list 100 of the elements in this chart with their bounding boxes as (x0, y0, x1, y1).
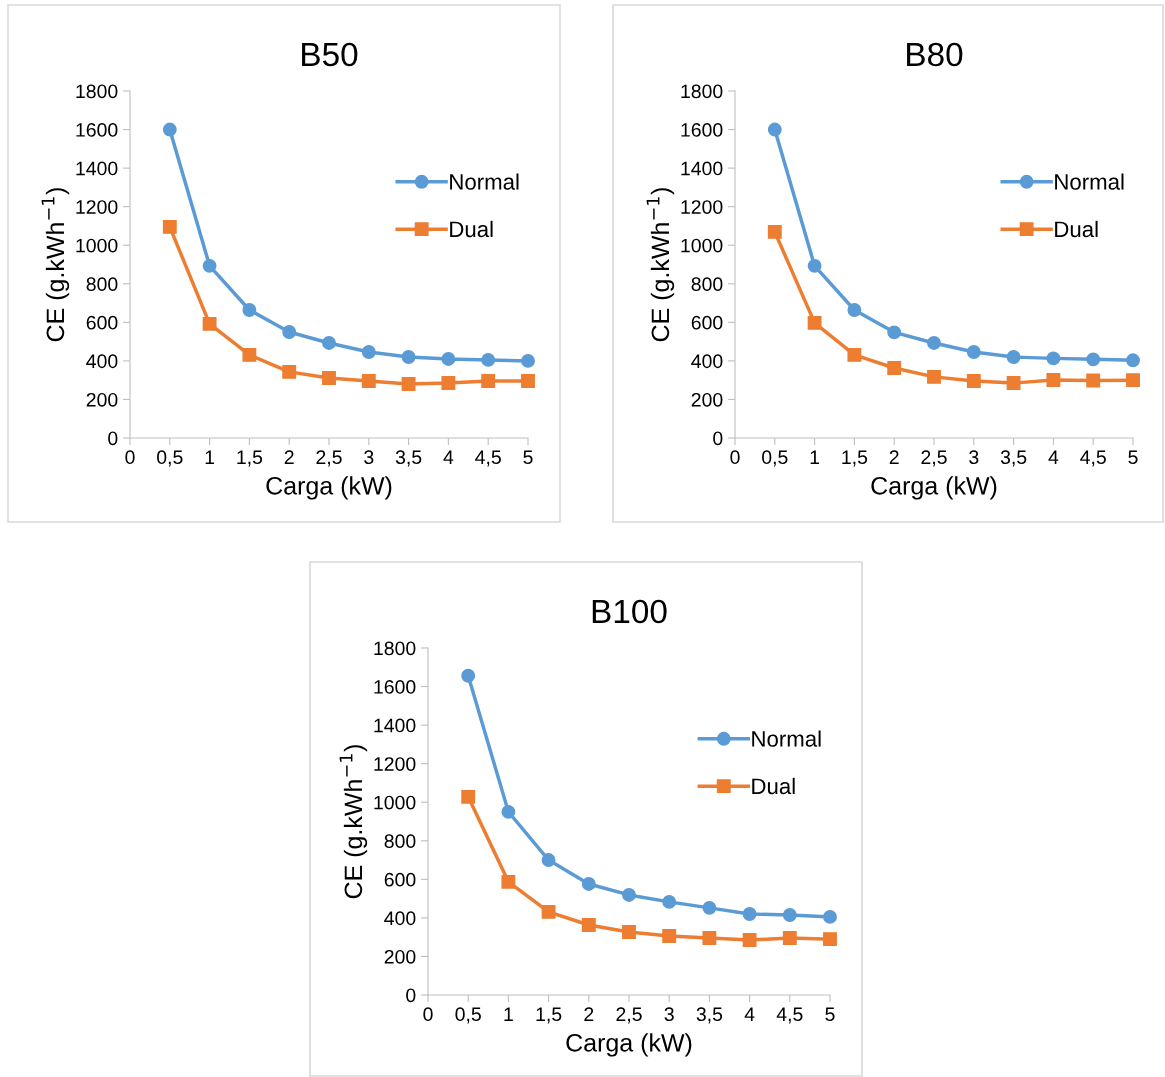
point (847, 347, 862, 362)
point (782, 908, 797, 922)
x-tick-label: 4,5 (1080, 450, 1106, 467)
point (927, 336, 941, 350)
point (541, 853, 556, 868)
point (887, 325, 902, 340)
x-tick-label: 1,5 (237, 450, 263, 467)
x-tick-label: 5 (1128, 450, 1138, 465)
point (162, 122, 177, 137)
point (461, 789, 476, 804)
y-tick-label: 0 (108, 431, 118, 446)
x-tick-label: 0,5 (762, 450, 788, 467)
y-tick-label: 1200 (374, 757, 416, 771)
x-tick-label: 1 (810, 450, 820, 464)
x-tick-label: 0 (125, 450, 135, 465)
x-axis-title: Carga (kW) (266, 476, 392, 500)
point (767, 122, 782, 137)
point (782, 930, 797, 945)
y-tick-label: 1800 (76, 84, 118, 99)
y-tick-label: 200 (384, 949, 416, 964)
x-tick-label: 3 (364, 450, 374, 465)
point (966, 345, 981, 359)
y-tick-label: 600 (384, 872, 416, 887)
x-tick-label: 1 (504, 1007, 513, 1021)
point (541, 904, 556, 919)
y-tick-label: 1400 (374, 718, 416, 733)
y-tick-label: 1800 (681, 84, 723, 99)
x-tick-label: 4 (443, 450, 454, 464)
y-tick-label: 400 (86, 354, 118, 369)
x-tick-label: 3,5 (395, 450, 422, 467)
point (847, 303, 862, 317)
point (1126, 353, 1140, 368)
x-tick-label: 4,5 (475, 450, 501, 467)
x-tick-label: 3,5 (696, 1007, 723, 1024)
point (807, 258, 822, 273)
y-tick-label: 800 (384, 834, 416, 849)
point (282, 325, 297, 339)
point (1006, 376, 1021, 391)
point (887, 361, 902, 375)
point (702, 900, 717, 915)
x-tick-label: 2,5 (921, 450, 947, 467)
y-tick-label: 1600 (76, 123, 118, 137)
y-tick-label: 800 (86, 277, 118, 292)
x-tick-label: 5 (825, 1007, 835, 1022)
legend-label: Dual (752, 777, 795, 795)
point (823, 932, 837, 947)
y-tick-label: 200 (691, 392, 723, 407)
x-tick-label: 2 (889, 450, 899, 464)
point (242, 303, 257, 317)
x-tick-label: 1 (205, 450, 215, 464)
point (823, 909, 837, 924)
x-tick-label: 0 (423, 1007, 433, 1022)
legend-label: Normal (752, 730, 821, 747)
point (202, 316, 217, 331)
point (1126, 373, 1140, 388)
point (501, 804, 516, 819)
point (742, 907, 757, 921)
x-tick-label: 3 (969, 450, 979, 465)
y-tick-label: 1200 (76, 200, 118, 214)
legend-label: Dual (450, 220, 493, 238)
point (441, 376, 456, 391)
point (927, 369, 941, 384)
x-tick-label: 0,5 (157, 450, 183, 467)
y-tick-label: 1800 (374, 641, 416, 656)
point (361, 373, 376, 388)
point (162, 219, 177, 234)
point (401, 377, 416, 391)
y-tick-label: 200 (86, 392, 118, 407)
legend-label: Normal (1055, 173, 1124, 190)
y-tick-label: 600 (691, 315, 723, 330)
y-tick-label: 0 (713, 431, 723, 446)
point (742, 933, 757, 948)
point (966, 373, 981, 388)
y-tick-label: 1000 (76, 238, 118, 253)
point (461, 668, 476, 683)
point (662, 894, 677, 909)
point (202, 258, 217, 273)
point (481, 373, 496, 388)
x-axis-title: Carga (kW) (566, 1033, 692, 1057)
y-axis-title: CE (g.kWh$^{−1}$) (41, 188, 70, 342)
x-tick-label: 5 (523, 450, 533, 465)
x-tick-label: 4,5 (776, 1007, 803, 1024)
y-axis-title: CE (g.kWh$^{−1}$) (646, 188, 675, 342)
point (401, 350, 416, 364)
point (521, 373, 535, 388)
y-tick-label: 1400 (681, 161, 723, 176)
y-tick-label: 400 (691, 354, 723, 369)
y-tick-label: 1600 (374, 680, 416, 694)
point (282, 364, 297, 379)
point (322, 336, 336, 350)
x-tick-label: 3 (664, 1007, 674, 1022)
point (521, 353, 535, 368)
point (1046, 373, 1061, 387)
point (1086, 352, 1101, 367)
x-tick-label: 1,5 (842, 450, 868, 467)
point (622, 888, 636, 902)
point (1006, 350, 1021, 364)
x-tick-label: 0 (730, 450, 740, 465)
point (702, 930, 717, 945)
x-tick-label: 2 (584, 1007, 594, 1021)
